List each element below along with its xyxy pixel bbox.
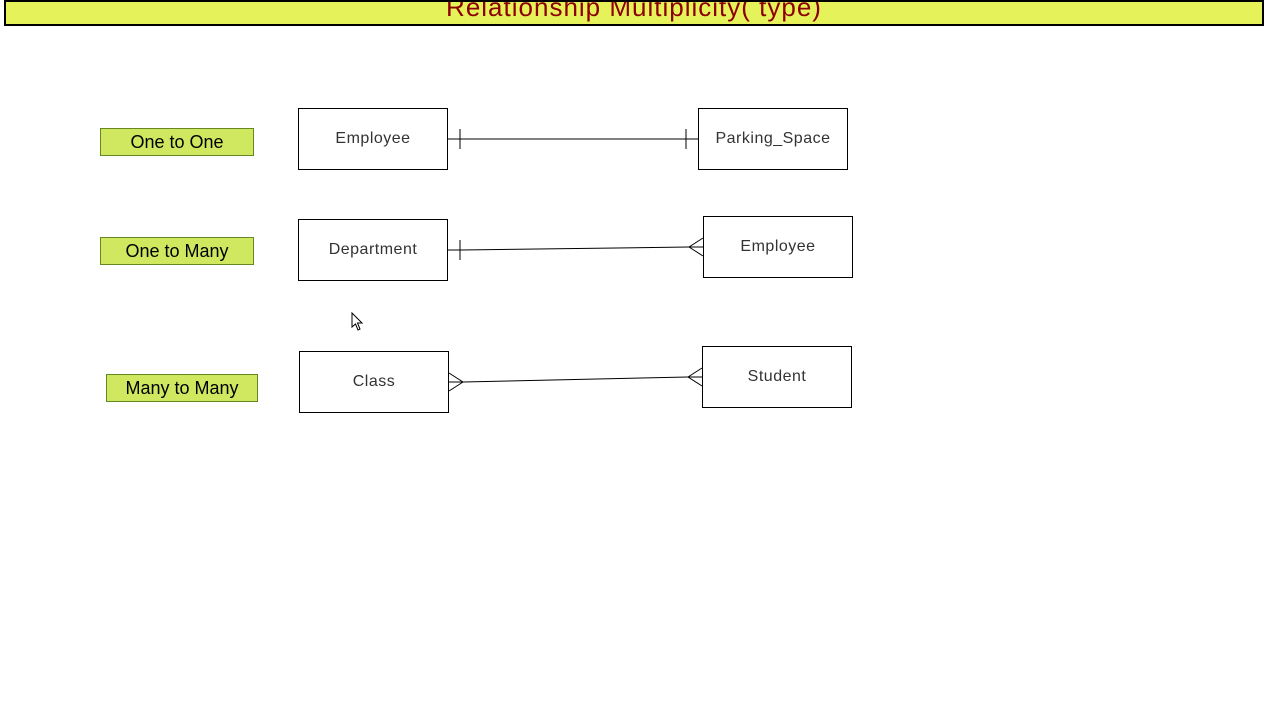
relation-label-2: Many to Many: [106, 374, 258, 402]
entity-box: Parking_Space: [698, 108, 848, 170]
entity-box: Employee: [298, 108, 448, 170]
connection-lines: [0, 0, 1280, 720]
title-bar: Relationship Multiplicity( type): [4, 0, 1264, 26]
page-title: Relationship Multiplicity( type): [446, 0, 822, 23]
relation-label-0: One to One: [100, 128, 254, 156]
entity-box: Department: [298, 219, 448, 281]
entity-box: Class: [299, 351, 449, 413]
cursor-icon: [351, 312, 367, 337]
entity-box: Employee: [703, 216, 853, 278]
entity-box: Student: [702, 346, 852, 408]
relation-label-1: One to Many: [100, 237, 254, 265]
